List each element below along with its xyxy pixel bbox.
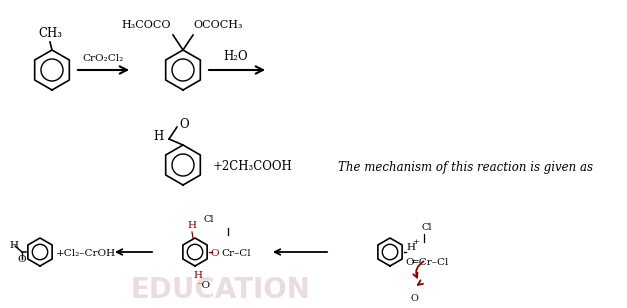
- Text: Cr–Cl: Cr–Cl: [221, 249, 251, 258]
- Text: H: H: [154, 131, 164, 144]
- Text: +: +: [412, 238, 419, 246]
- Text: +Cl₂–CrOH: +Cl₂–CrOH: [56, 249, 116, 257]
- Text: O: O: [179, 119, 189, 132]
- Text: Cl: Cl: [203, 215, 214, 224]
- Text: O: O: [18, 254, 26, 264]
- Text: +2CH₃COOH: +2CH₃COOH: [213, 160, 293, 173]
- Text: ⁻O: ⁻O: [196, 281, 210, 290]
- Text: The mechanism of this reaction is given as: The mechanism of this reaction is given …: [338, 160, 593, 173]
- Text: CrO₂Cl₂: CrO₂Cl₂: [82, 54, 124, 63]
- Text: H: H: [194, 271, 203, 280]
- Text: =Cr–Cl: =Cr–Cl: [411, 258, 450, 267]
- Text: EDUCATION: EDUCATION: [130, 276, 310, 304]
- Text: OCOCH₃: OCOCH₃: [193, 20, 243, 30]
- Text: O: O: [405, 258, 414, 267]
- Text: H: H: [9, 241, 19, 250]
- Text: H₃COCO: H₃COCO: [122, 20, 171, 30]
- Text: H: H: [187, 221, 196, 230]
- Text: CH₃: CH₃: [38, 27, 62, 40]
- Text: H₂O: H₂O: [224, 50, 248, 63]
- Text: Cl: Cl: [422, 223, 433, 232]
- Text: O: O: [210, 249, 219, 258]
- Text: O: O: [410, 294, 418, 303]
- Text: H: H: [406, 242, 415, 252]
